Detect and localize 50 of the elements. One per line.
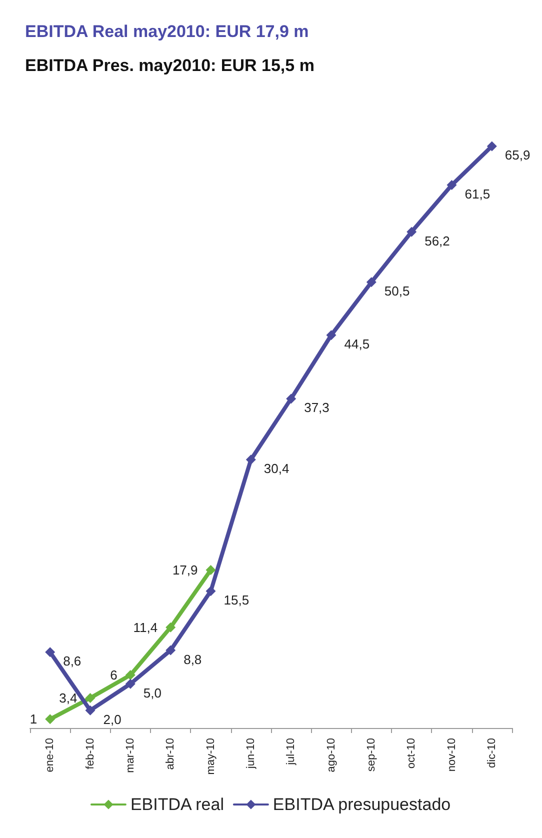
x-tick-label: oct-10: [406, 738, 418, 769]
legend-label: EBITDA real: [130, 795, 224, 814]
data-label: 8,8: [184, 652, 202, 667]
data-label: 15,5: [224, 592, 250, 608]
data-label: 65,9: [504, 148, 530, 163]
x-tick-label: jul-10: [285, 738, 298, 766]
point: [166, 622, 176, 632]
x-tick-label: nov-10: [446, 738, 458, 772]
point: [166, 645, 176, 656]
point: [326, 330, 336, 340]
point: [45, 647, 56, 658]
point: [85, 705, 96, 716]
x-tick-label: sep-10: [365, 738, 378, 772]
data-label: 50,5: [384, 284, 410, 299]
point: [85, 692, 96, 703]
point: [446, 180, 457, 190]
data-label: 6: [110, 668, 118, 683]
chart-title: EBITDA Real may2010: EUR 17,9 m: [25, 22, 309, 41]
data-label: 37,3: [304, 400, 330, 416]
x-tick-label: may-10: [204, 738, 217, 775]
data-label: 1: [30, 712, 38, 727]
data-label: 44,5: [344, 336, 370, 352]
point: [486, 141, 497, 152]
x-tick-label: mar-10: [124, 738, 136, 773]
x-tick-label: feb-10: [84, 738, 96, 770]
point: [406, 226, 417, 237]
data-label: 2,0: [103, 712, 122, 727]
x-tick-label: abr-10: [164, 738, 177, 770]
point: [366, 277, 376, 288]
point: [206, 586, 216, 596]
data-label: 3,4: [59, 690, 78, 706]
x-tick-label: jun-10: [244, 738, 257, 770]
point: [246, 454, 256, 465]
data-label: 11,4: [133, 620, 158, 635]
data-label: 56,2: [424, 233, 450, 248]
chart-subtitle: EBITDA Pres. may2010: EUR 15,5 m: [25, 56, 314, 75]
point: [206, 564, 216, 575]
data-label: 17,9: [172, 562, 198, 578]
data-label: 5,0: [143, 685, 162, 700]
x-tick-label: ago-10: [325, 738, 338, 772]
point: [286, 394, 296, 404]
data-label: 61,5: [464, 186, 490, 202]
data-label: 8,6: [63, 654, 82, 669]
point: [125, 678, 136, 689]
data-label: 30,4: [264, 461, 290, 476]
x-tick-label: ene-10: [44, 738, 56, 772]
point: [125, 670, 136, 680]
x-tick-label: dic-10: [486, 738, 498, 768]
point: [45, 714, 56, 724]
legend-label: EBITDA presupuestado: [272, 795, 451, 814]
